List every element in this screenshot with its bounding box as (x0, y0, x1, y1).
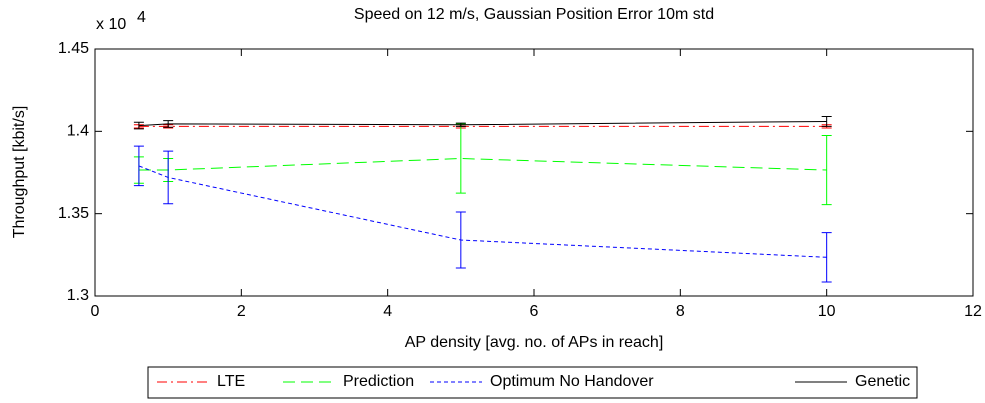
x-axis-label: AP density [avg. no. of APs in reach] (405, 334, 664, 351)
error-bar (821, 232, 832, 283)
x-tick-label: 8 (676, 303, 685, 320)
y-axis-label: Throughput [kbit/s] (11, 106, 28, 239)
error-bar (821, 116, 832, 127)
y-tick-label: 1.45 (58, 40, 89, 57)
error-bar (133, 145, 144, 187)
legend-label: Genetic (855, 373, 910, 390)
legend-label: Optimum No Handover (490, 373, 654, 390)
legend-label: LTE (217, 373, 245, 390)
y-tick-label: 1.35 (58, 205, 89, 222)
series-line (138, 165, 827, 258)
error-bar (821, 134, 832, 206)
y-multiplier-exponent: 4 (137, 9, 146, 26)
x-tick-label: 12 (964, 303, 982, 320)
legend-box (147, 366, 918, 399)
x-tick-label: 4 (383, 303, 392, 320)
x-tick-label: 0 (91, 303, 100, 320)
x-tick-label: 6 (530, 303, 539, 320)
y-tick-label: 1.4 (67, 123, 89, 140)
error-bar (455, 211, 466, 269)
legend-label: Prediction (343, 373, 414, 390)
error-bar (163, 150, 174, 205)
error-bar (133, 121, 144, 130)
x-tick-label: 10 (818, 303, 836, 320)
chart-title: Speed on 12 m/s, Gaussian Position Error… (354, 6, 714, 23)
series-line (138, 120, 827, 127)
error-bar (163, 120, 174, 128)
x-tick-label: 2 (237, 303, 246, 320)
y-multiplier: x 10 (96, 16, 126, 33)
series-line (138, 158, 827, 171)
error-bar (455, 122, 466, 127)
y-tick-label: 1.3 (67, 287, 89, 304)
